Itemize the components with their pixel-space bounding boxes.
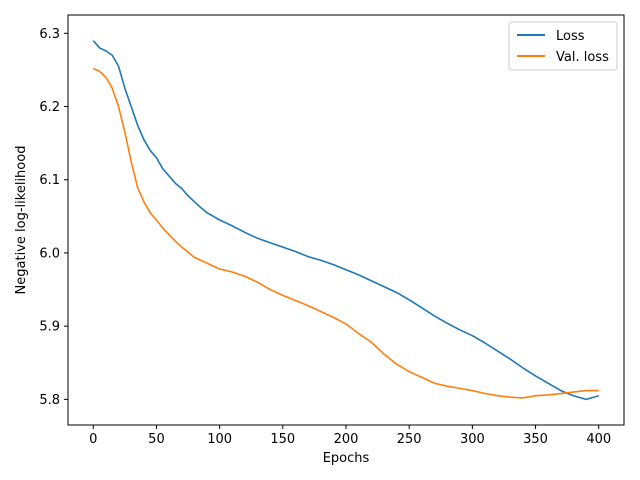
legend-label-val-loss: Val. loss bbox=[556, 50, 609, 65]
x-tick-label: 100 bbox=[207, 432, 232, 447]
y-tick-label: 6.3 bbox=[39, 27, 60, 42]
y-axis: 5.8 5.9 6.0 6.1 6.2 6.3 bbox=[39, 27, 68, 408]
y-tick-label: 5.8 bbox=[39, 393, 60, 408]
x-tick-label: 400 bbox=[586, 432, 611, 447]
x-tick-label: 150 bbox=[270, 432, 295, 447]
x-tick-label: 0 bbox=[89, 432, 97, 447]
x-tick-label: 250 bbox=[397, 432, 422, 447]
y-tick-label: 6.2 bbox=[39, 100, 60, 115]
legend: Loss Val. loss bbox=[508, 21, 618, 71]
series-line-1 bbox=[92, 67, 599, 399]
y-axis-label: Negative log-likelihood bbox=[14, 146, 29, 295]
x-axis-label: Epochs bbox=[323, 451, 370, 466]
y-tick-label: 6.1 bbox=[39, 173, 60, 188]
y-tick-label: 5.9 bbox=[39, 320, 60, 335]
series-layer bbox=[92, 40, 599, 401]
legend-label-loss: Loss bbox=[556, 29, 585, 44]
x-tick-label: 350 bbox=[523, 432, 548, 447]
y-tick-label: 6.0 bbox=[39, 246, 60, 261]
plot-background bbox=[68, 15, 624, 425]
x-tick-label: 200 bbox=[334, 432, 359, 447]
series-line-0 bbox=[92, 40, 599, 401]
x-tick-label: 50 bbox=[148, 432, 165, 447]
x-axis: 0 50 100 150 200 250 300 350 400 bbox=[89, 425, 611, 447]
x-tick-label: 300 bbox=[460, 432, 485, 447]
